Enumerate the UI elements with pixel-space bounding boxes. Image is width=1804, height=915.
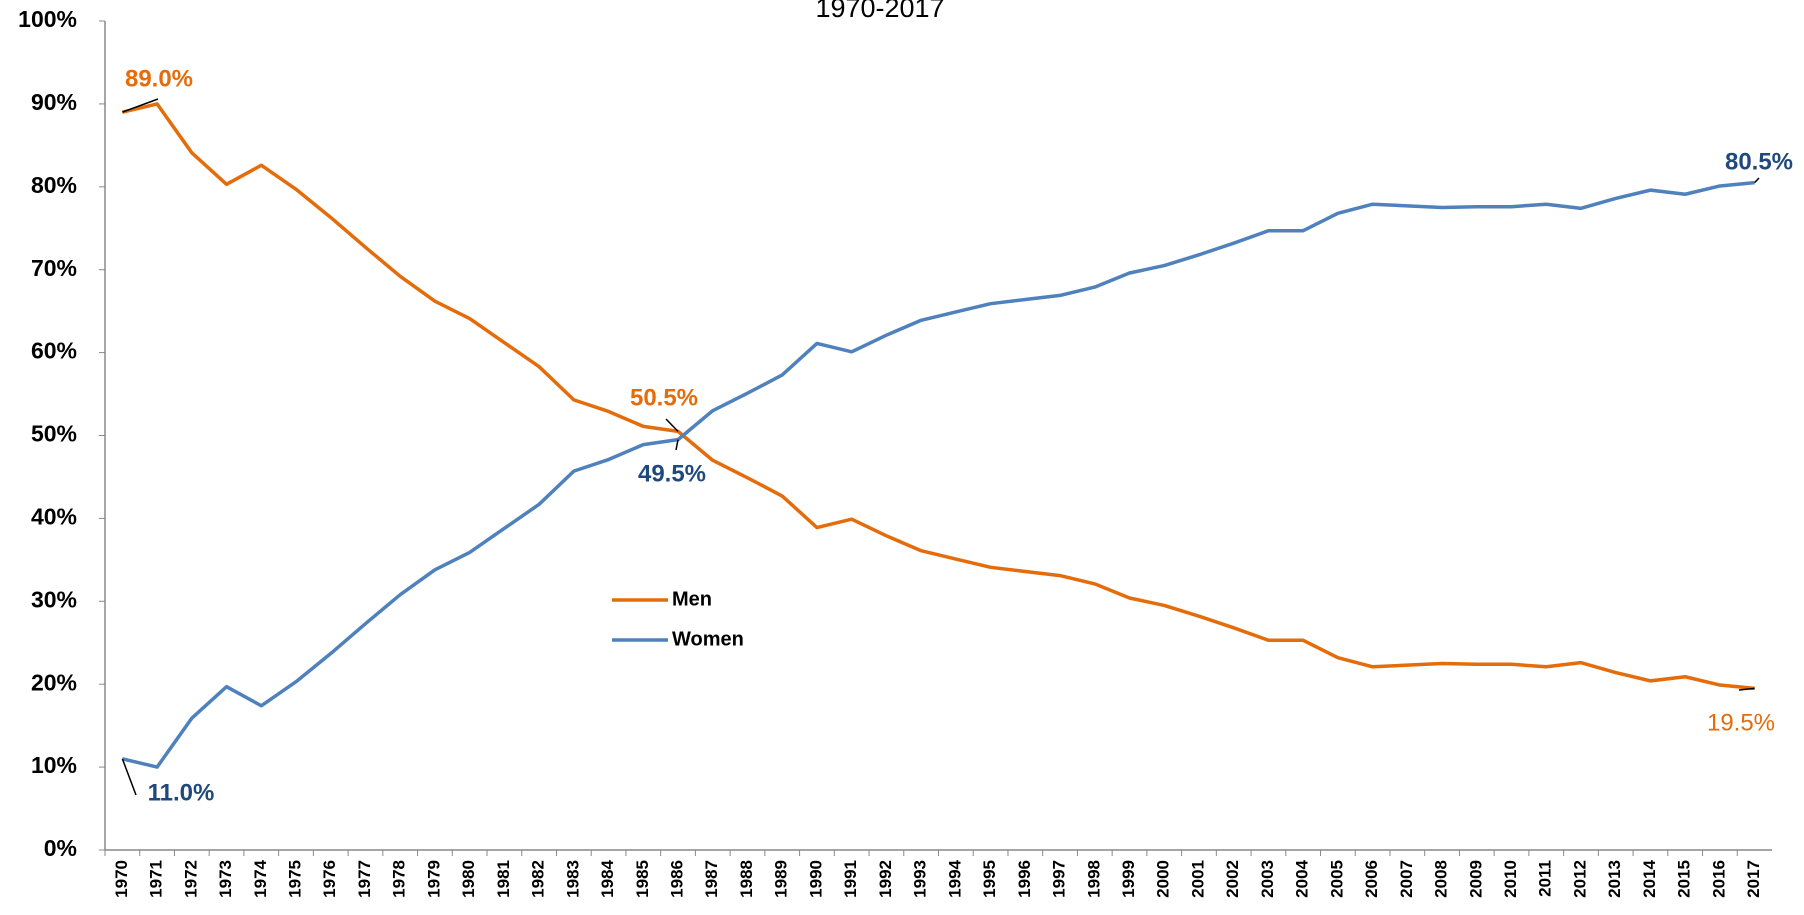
x-tick-label: 2009 [1466,860,1485,898]
x-tick-label: 1974 [251,859,270,897]
x-tick-label: 2005 [1327,860,1346,898]
x-tick-label: 1989 [772,860,791,898]
x-tick-label: 1983 [563,860,582,898]
data-label: 11.0% [148,779,215,806]
y-tick-label: 50% [31,421,77,447]
leader-line [1754,177,1760,184]
y-tick-label: 80% [31,172,77,198]
y-tick-label: 20% [31,669,77,695]
x-tick-label: 1994 [945,859,964,897]
chart-subtitle: 1970-2017 [815,0,944,23]
y-tick-label: 90% [31,89,77,115]
y-tick-label: 10% [31,752,77,778]
legend-label: Men [672,588,712,610]
x-tick-label: 2008 [1432,860,1451,898]
x-tick-label: 2006 [1362,860,1381,898]
leader-line [675,439,679,451]
data-label: 89.0% [125,65,193,92]
x-tick-label: 2013 [1605,860,1624,898]
x-tick-label: 2007 [1397,860,1416,898]
x-tick-label: 1975 [285,860,304,898]
x-tick-label: 2004 [1293,859,1312,897]
x-tick-label: 2010 [1501,860,1520,898]
x-tick-label: 2016 [1709,860,1728,898]
x-tick-label: 1996 [1015,860,1034,898]
x-tick-label: 2015 [1675,860,1694,898]
x-tick-label: 1977 [355,860,374,898]
x-tick-label: 1985 [633,860,652,898]
data-label: 80.5% [1725,148,1793,175]
x-tick-label: 1999 [1119,860,1138,898]
data-label: 49.5% [638,460,706,487]
x-tick-label: 2011 [1536,860,1555,897]
data-label: 50.5% [630,384,698,411]
x-tick-label: 1979 [424,860,443,898]
x-tick-label: 1971 [147,860,166,898]
y-tick-label: 100% [18,6,77,32]
x-tick-label: 1993 [911,860,930,898]
x-tick-label: 1991 [841,860,860,898]
series-line [121,180,1755,769]
x-tick-label: 2002 [1223,860,1242,898]
x-tick-label: 2014 [1640,859,1659,897]
y-tick-label: 40% [31,503,77,529]
x-tick-label: 1981 [494,860,513,898]
leader-line [122,98,159,113]
y-tick-label: 70% [31,255,77,281]
x-tick-label: 1995 [980,860,999,898]
x-tick-label: 1997 [1050,860,1069,898]
y-tick-label: 30% [31,586,77,612]
x-tick-label: 2000 [1154,860,1173,898]
series-line [121,102,1755,691]
x-tick-label: 2017 [1744,860,1763,898]
leader-line [121,758,137,796]
x-tick-label: 2001 [1188,860,1207,898]
leader-line [1738,687,1755,691]
x-tick-label: 1970 [112,860,131,898]
data-label: 19.5% [1707,709,1775,736]
x-tick-label: 1972 [181,860,200,898]
x-tick-label: 1988 [737,860,756,898]
x-tick-label: 1998 [1084,860,1103,898]
x-tick-label: 2003 [1258,860,1277,898]
x-tick-label: 2012 [1570,860,1589,898]
x-tick-label: 1987 [702,860,721,898]
y-tick-label: 60% [31,338,77,364]
x-tick-label: 1992 [876,860,895,898]
y-tick-label: 0% [44,835,77,861]
legend-label: Women [672,628,744,650]
x-tick-label: 1978 [390,860,409,898]
x-tick-label: 1982 [529,860,548,898]
x-tick-label: 1986 [668,860,687,898]
x-tick-label: 1980 [459,860,478,898]
x-tick-label: 1990 [806,860,825,898]
x-tick-label: 1973 [216,860,235,898]
x-tick-label: 1976 [320,860,339,898]
x-tick-label: 1984 [598,859,617,897]
leader-line [665,418,679,432]
